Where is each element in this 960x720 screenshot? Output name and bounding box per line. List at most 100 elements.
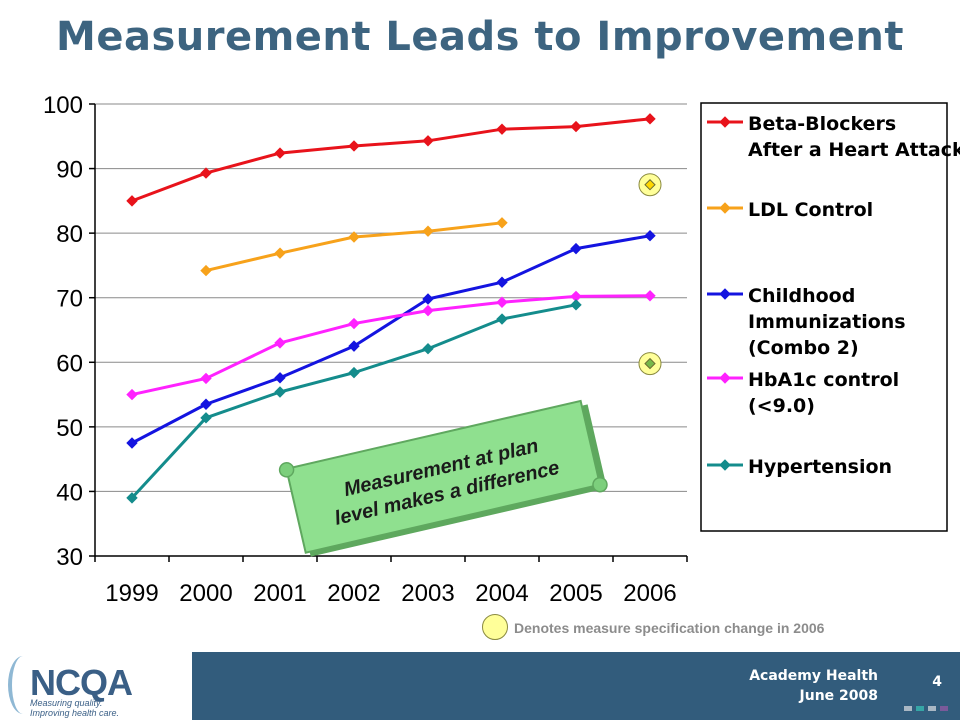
x-tick-label: 1999 — [105, 580, 158, 607]
page-number: 4 — [932, 674, 942, 690]
legend-label: HbA1c control — [748, 369, 899, 391]
legend-label: Hypertension — [748, 456, 892, 478]
x-tick-label: 2003 — [401, 580, 454, 607]
footer-bar: NCQA Measuring quality. Improving health… — [0, 652, 960, 720]
data-point — [274, 386, 286, 398]
data-point — [348, 231, 360, 243]
series-1 — [200, 217, 508, 277]
x-tick-label: 2000 — [179, 580, 232, 607]
legend: Beta-Blockers After a Heart Attack LDL Con… — [700, 102, 960, 532]
data-point — [496, 296, 508, 308]
data-point — [644, 290, 656, 302]
x-tick-label: 2002 — [327, 580, 380, 607]
data-point — [274, 247, 286, 259]
y-tick-label: 100 — [43, 92, 83, 119]
legend-label: (Combo 2) — [748, 337, 859, 359]
series-4 — [126, 299, 582, 504]
data-point — [200, 412, 212, 424]
legend-label: After a Heart Attack — [748, 139, 960, 161]
footer-square — [904, 706, 912, 711]
page-title: Measurement Leads to Improvement — [56, 14, 904, 60]
footer-org-line1: Academy Health — [749, 668, 878, 684]
data-point — [348, 317, 360, 330]
y-tick-label: 50 — [56, 415, 83, 442]
y-tick-label: 70 — [56, 286, 83, 313]
data-point — [126, 195, 138, 207]
data-point — [274, 337, 286, 349]
legend-marker — [719, 372, 731, 384]
legend-label: LDL Control — [748, 199, 873, 221]
series-line — [131, 234, 651, 445]
data-point — [348, 340, 360, 352]
data-point — [274, 372, 286, 384]
series-line — [205, 221, 503, 273]
x-tick-label: 2004 — [475, 580, 528, 607]
spec-change-note: Denotes measure specification change in … — [482, 612, 942, 642]
y-tick-label: 60 — [56, 350, 83, 377]
axes — [89, 103, 688, 562]
legend-marker — [719, 202, 731, 214]
data-point — [348, 140, 360, 152]
legend-label: Beta-Blockers — [748, 113, 896, 135]
ncqa-logo: NCQA — [30, 662, 133, 703]
data-point — [348, 366, 360, 379]
data-point — [274, 147, 286, 159]
logo-tagline-1: Measuring quality. — [30, 698, 103, 708]
data-point — [200, 167, 212, 179]
banner-curl — [592, 476, 608, 493]
data-point — [422, 135, 434, 147]
data-point — [200, 264, 212, 277]
data-point — [126, 437, 138, 449]
data-point — [496, 276, 508, 288]
data-point — [126, 492, 138, 504]
footer-square — [916, 706, 924, 711]
y-tick-labels: 30 40 50 60 70 80 90 100 — [43, 92, 83, 571]
footer-square — [928, 706, 936, 711]
series-group — [126, 113, 656, 504]
footer-square — [940, 706, 948, 711]
y-tick-label: 30 — [56, 544, 83, 571]
data-point — [496, 123, 508, 135]
data-point — [126, 388, 138, 401]
gridlines — [95, 103, 687, 492]
data-point — [570, 120, 582, 133]
data-point — [422, 343, 434, 355]
spec-change-point — [644, 179, 656, 191]
series-line — [131, 294, 651, 397]
legend-box — [700, 102, 948, 532]
banner-curl — [278, 462, 295, 478]
legend-marker — [719, 288, 731, 300]
x-tick-labels: 1999 2000 2001 2002 2003 2004 2005 2006 — [105, 580, 676, 607]
yellow-circle-icon — [482, 614, 508, 640]
logo-panel: NCQA Measuring quality. Improving health… — [0, 652, 192, 720]
logo-tagline-2: Improving health care. — [30, 708, 120, 718]
data-point — [422, 304, 434, 317]
x-tick-label: 2005 — [549, 580, 602, 607]
data-point — [570, 299, 582, 311]
y-tick-label: 80 — [56, 221, 83, 248]
data-point — [496, 217, 508, 229]
data-point — [200, 372, 212, 385]
data-point — [644, 230, 656, 242]
series-2 — [126, 230, 656, 449]
banner-body — [285, 399, 602, 554]
spec-change-markers — [638, 173, 662, 376]
spec-change-point — [644, 357, 656, 370]
series-line — [131, 117, 651, 203]
legend-marker — [719, 459, 731, 471]
data-point — [496, 313, 508, 325]
data-point — [422, 225, 434, 237]
series-0 — [126, 113, 656, 207]
legend-label: Childhood — [748, 285, 855, 307]
swoosh-icon — [8, 656, 38, 714]
y-tick-label: 40 — [56, 479, 83, 506]
y-tick-label: 90 — [56, 157, 83, 184]
data-point — [422, 293, 434, 305]
legend-label: Immunizations — [748, 311, 906, 333]
note-text: Denotes measure specification change in … — [514, 620, 825, 636]
data-point — [644, 113, 656, 125]
data-point — [200, 398, 212, 410]
